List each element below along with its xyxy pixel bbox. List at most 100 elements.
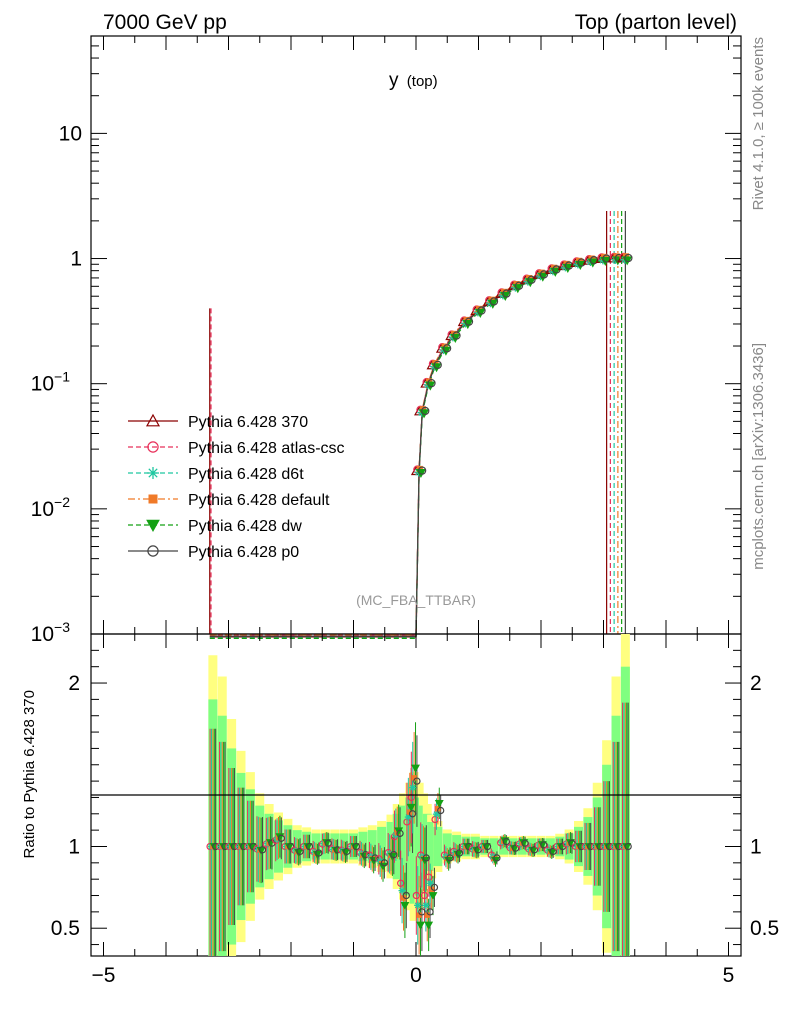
- ratio-marker: [408, 810, 417, 818]
- rivet-label: Rivet 4.1.0, ≥ 100k events: [750, 37, 767, 210]
- ratio-marker: [380, 859, 389, 867]
- main-y-ticks: 10 1 10−1 10−2 10−3: [31, 35, 741, 646]
- ratio-tick-label-left: 0.5: [51, 917, 80, 940]
- ratio-marker: [409, 784, 417, 792]
- legend: Pythia 6.428 370 Pythia 6.428 atlas-csc Py…: [128, 413, 345, 561]
- ratio-marker: [530, 846, 539, 854]
- ratio-marker: [277, 834, 285, 842]
- ratio-y-ticks: 0.5 0.5 1 1 2 2: [51, 649, 779, 946]
- ratio-band-green: [442, 833, 452, 860]
- ratio-marker: [397, 879, 405, 887]
- ratio-band-green: [377, 826, 387, 867]
- header-left: 7000 GeV pp: [103, 11, 227, 34]
- ratio-marker: [305, 842, 314, 851]
- series-marker: [477, 306, 486, 315]
- legend-marker: [147, 467, 159, 479]
- x-tick-label: 0: [410, 964, 422, 987]
- series-marker: [417, 466, 427, 475]
- series-marker: [624, 253, 633, 263]
- series-marker: [464, 317, 474, 326]
- ratio-marker: [400, 901, 410, 910]
- y-tick-label: 1: [70, 248, 82, 271]
- ratio-marker: [352, 842, 360, 851]
- y-tick-exponent: −3: [54, 619, 70, 635]
- y-tick-label: 10−2: [31, 494, 71, 521]
- x-axis-ticks: −5 0 5: [92, 36, 735, 987]
- observable-label: y (top): [389, 70, 438, 91]
- series-marker: [539, 270, 549, 279]
- ratio-band-green: [399, 805, 408, 888]
- x-tick-label: −5: [92, 964, 116, 987]
- legend-marker: [147, 441, 159, 453]
- y-tick-label: 10: [59, 122, 82, 145]
- legend-entry: Pythia 6.428 370: [188, 414, 308, 431]
- ratio-tick-label-right: 2: [750, 672, 762, 695]
- main-error-bars: [209, 210, 626, 634]
- ratio-marker: [371, 854, 379, 862]
- series-marker: [489, 297, 499, 306]
- series-marker: [442, 344, 452, 353]
- series-marker: [433, 360, 442, 370]
- ratio-marker: [446, 854, 454, 862]
- mcplots-label: mcplots.cern.ch [arXiv:1306.3436]: [750, 343, 767, 570]
- ratio-marker: [390, 850, 398, 859]
- ratio-marker: [315, 849, 323, 857]
- series-marker: [427, 378, 436, 388]
- ratio-marker: [512, 844, 520, 852]
- ratio-marker: [411, 775, 417, 781]
- series-marker: [527, 275, 536, 284]
- ratio-ylabel: Ratio to Pythia 6.428 370: [21, 690, 38, 858]
- ratio-marker: [521, 839, 529, 847]
- ratio-marker: [502, 837, 510, 846]
- ratio-marker: [424, 921, 434, 930]
- ratio-marker: [412, 891, 420, 900]
- series-marker: [421, 406, 430, 416]
- ratio-marker: [540, 841, 548, 849]
- y-tick-exponent: −1: [54, 369, 70, 385]
- ratio-tick-label-left: 2: [68, 672, 80, 695]
- ratio-marker: [420, 891, 429, 900]
- legend-marker: [148, 494, 158, 504]
- ratio-marker: [402, 891, 410, 900]
- ratio-marker: [431, 815, 439, 824]
- legend-entry: Pythia 6.428 default: [188, 492, 330, 509]
- ratio-marker: [437, 806, 445, 815]
- ratio-marker: [333, 846, 342, 854]
- ratio-marker: [324, 839, 332, 847]
- y-tick-exponent: −2: [54, 494, 70, 510]
- ratio-marker: [425, 873, 433, 881]
- ratio-marker: [343, 847, 351, 856]
- ratio-marker: [404, 813, 412, 821]
- ratio-tick-label-right: 0.5: [750, 917, 779, 940]
- ratio-marker: [414, 901, 422, 909]
- ratio-marker: [483, 842, 492, 851]
- ratio-marker: [432, 810, 441, 818]
- ratio-tick-label-right: 1: [750, 835, 762, 858]
- ratio-marker: [424, 912, 430, 918]
- legend-marker: [147, 545, 159, 557]
- analysis-label: (MC_FBA_TTBAR): [356, 592, 476, 608]
- legend-entry: Pythia 6.428 atlas-csc: [188, 440, 345, 457]
- ratio-tick-label-left: 1: [68, 835, 80, 858]
- ratio-marker: [400, 895, 407, 901]
- header-right: Top (parton level): [575, 11, 737, 34]
- ratio-marker: [426, 908, 434, 916]
- ratio-marker: [418, 908, 426, 916]
- legend-marker: [146, 519, 160, 533]
- series-marker: [502, 289, 511, 298]
- ratio-marker: [416, 912, 422, 918]
- legend-marker: [145, 413, 161, 427]
- ratio-marker: [398, 887, 406, 895]
- y-tick-label: 10−1: [31, 369, 71, 396]
- x-tick-label: 5: [723, 964, 735, 987]
- ratio-marker: [287, 842, 295, 851]
- observable-sub: (top): [407, 73, 438, 90]
- ratio-marker: [296, 847, 304, 856]
- y-tick-label: 10−3: [31, 619, 71, 646]
- ratio-marker: [549, 847, 557, 856]
- ratio-marker: [624, 842, 632, 851]
- ratio-markers: [206, 764, 632, 930]
- ratio-marker: [422, 901, 430, 909]
- ratio-marker: [413, 777, 421, 785]
